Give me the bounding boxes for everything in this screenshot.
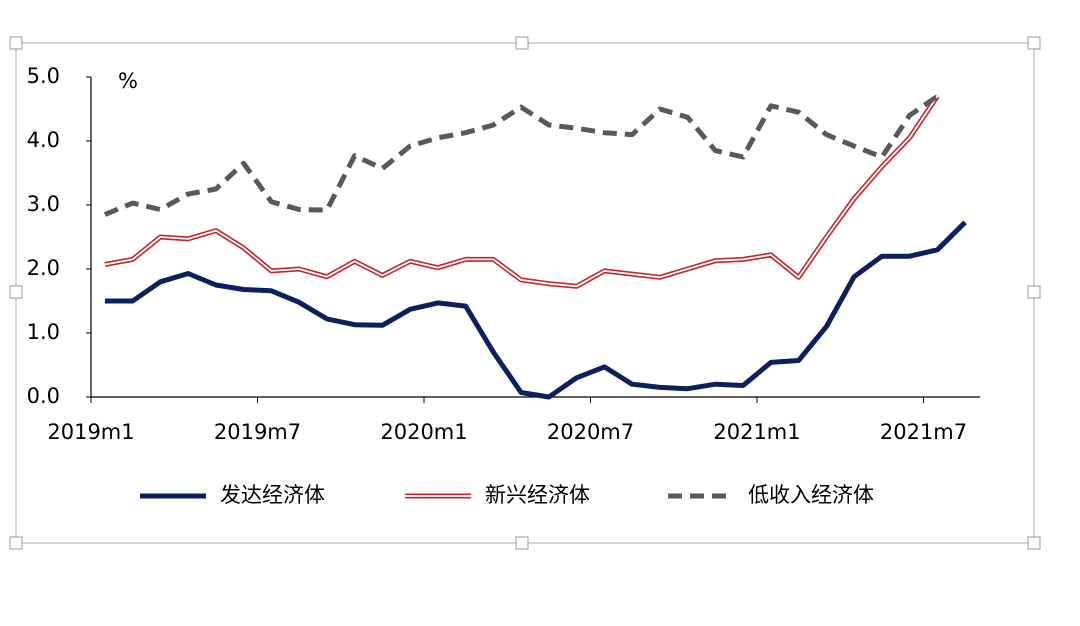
series-line — [104, 220, 967, 400]
y-tick-label: 3.0 — [27, 192, 60, 216]
x-tick-label: 2020m7 — [547, 420, 634, 444]
series-line — [103, 94, 939, 217]
selection-handles — [9, 36, 1041, 550]
y-unit: % — [118, 69, 138, 93]
legend-label: 新兴经济体 — [485, 483, 590, 507]
x-tick-label: 2021m1 — [713, 420, 800, 444]
legend-label: 低收入经济体 — [748, 483, 874, 507]
y-tick-label: 2.0 — [27, 256, 60, 280]
x-tick-label: 2020m1 — [380, 420, 467, 444]
x-tick-label: 2021m7 — [880, 420, 967, 444]
y-tick-label: 4.0 — [27, 128, 60, 152]
y-tick-label: 1.0 — [27, 320, 60, 344]
selection-frame — [15, 42, 1035, 544]
y-tick-label: 5.0 — [27, 64, 60, 88]
series-line-inner — [104, 95, 939, 288]
x-tick-label: 2019m1 — [47, 420, 134, 444]
legend-label: 发达经济体 — [220, 483, 325, 507]
y-tick-label: 0.0 — [27, 384, 60, 408]
x-tick-label: 2019m7 — [214, 420, 301, 444]
